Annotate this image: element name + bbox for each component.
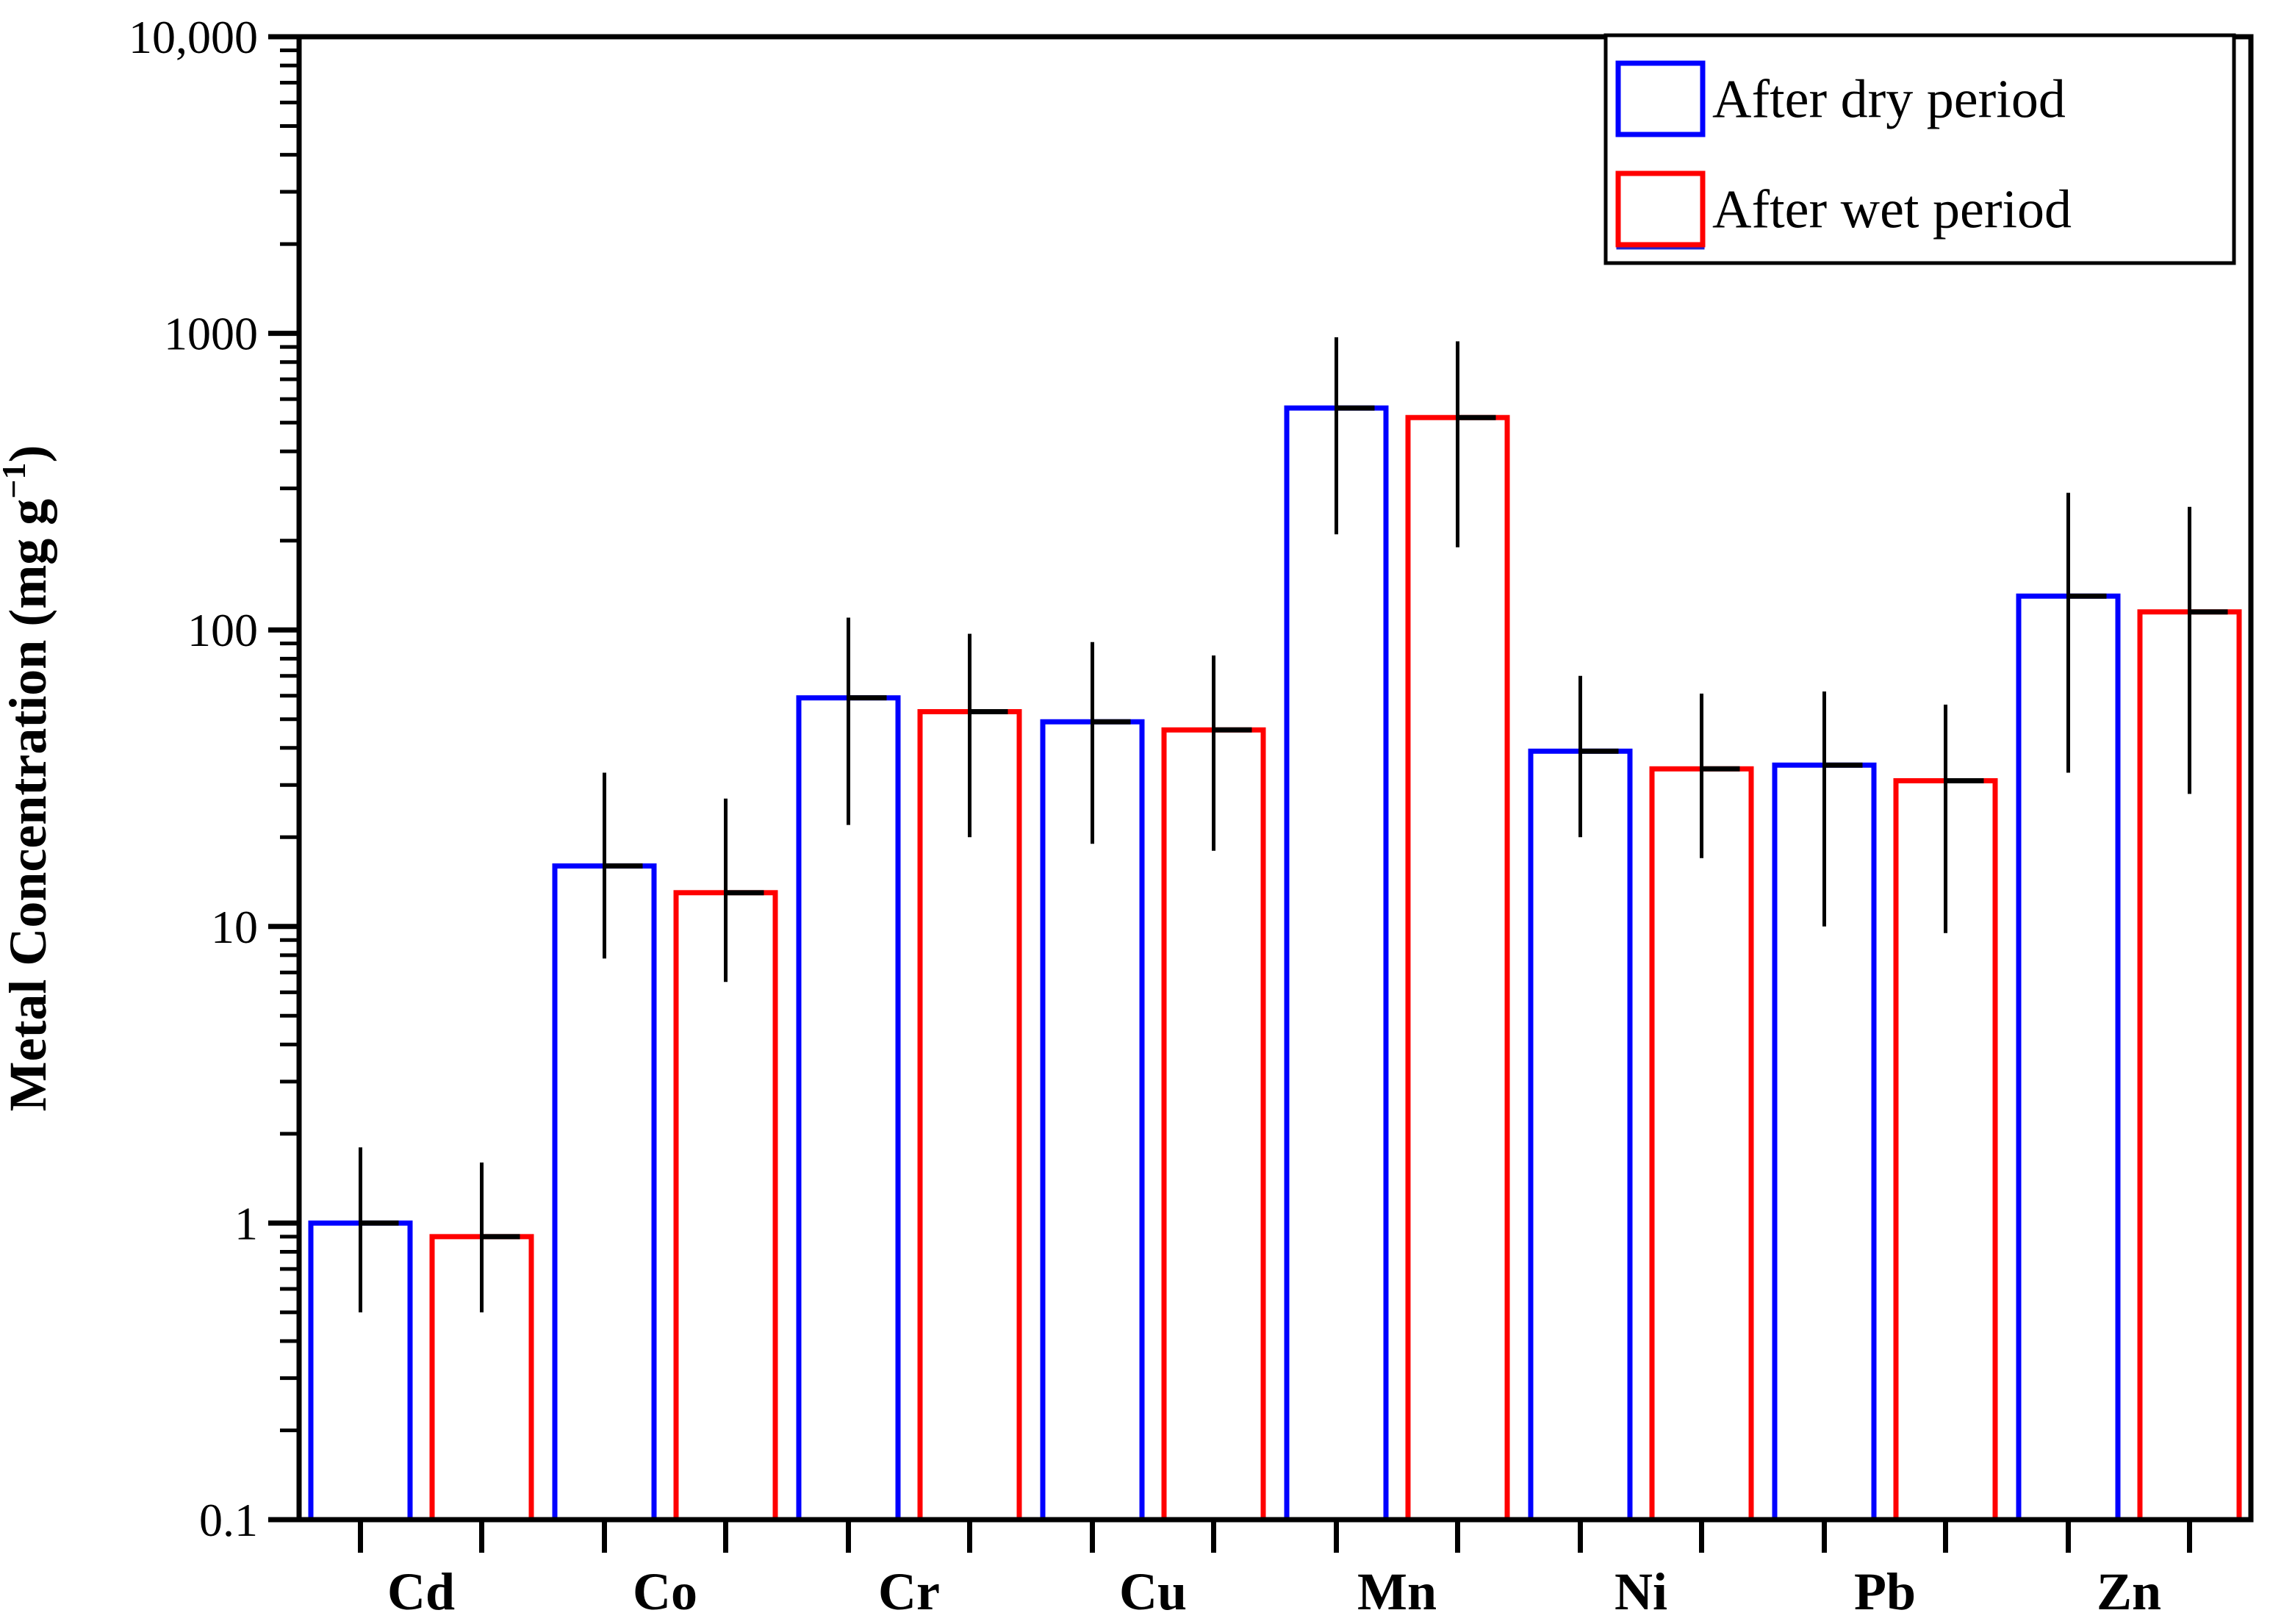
- category-label-Pb: Pb: [1854, 1562, 1916, 1621]
- legend-swatch-after-dry-period: [1615, 60, 1706, 137]
- y-axis-title-text: ): [0, 445, 57, 462]
- y-tick-label-100: 100: [187, 604, 258, 656]
- legend-label-after-dry-period: After dry period: [1712, 70, 2066, 130]
- legend-swatch-after-wet-period: [1615, 170, 1706, 248]
- category-label-Cu: Cu: [1119, 1562, 1187, 1621]
- y-tick-label-1000: 1000: [164, 308, 258, 360]
- y-tick-label-1: 1: [234, 1197, 258, 1249]
- y-tick-label-10,000: 10,000: [129, 11, 258, 63]
- category-label-Cr: Cr: [878, 1562, 940, 1621]
- y-tick-label-0.1: 0.1: [199, 1494, 258, 1546]
- legend-label-after-wet-period: After wet period: [1712, 180, 2072, 240]
- y-axis-title-text: Metal Concentration (mg g: [0, 499, 57, 1112]
- y-tick-label-10: 10: [211, 901, 258, 953]
- category-label-Ni: Ni: [1614, 1562, 1667, 1621]
- category-label-Cd: Cd: [387, 1562, 455, 1621]
- y-axis-title: Metal Concentration (mg g−1): [0, 445, 57, 1111]
- category-label-Mn: Mn: [1357, 1562, 1437, 1621]
- category-label-Zn: Zn: [2097, 1562, 2161, 1621]
- y-axis-title-superscript: −1: [0, 462, 32, 498]
- legend-box: [1603, 33, 2236, 265]
- plot-box: [296, 34, 2254, 1523]
- category-label-Co: Co: [633, 1562, 697, 1621]
- legend: After dry period After wet period: [1603, 33, 2236, 265]
